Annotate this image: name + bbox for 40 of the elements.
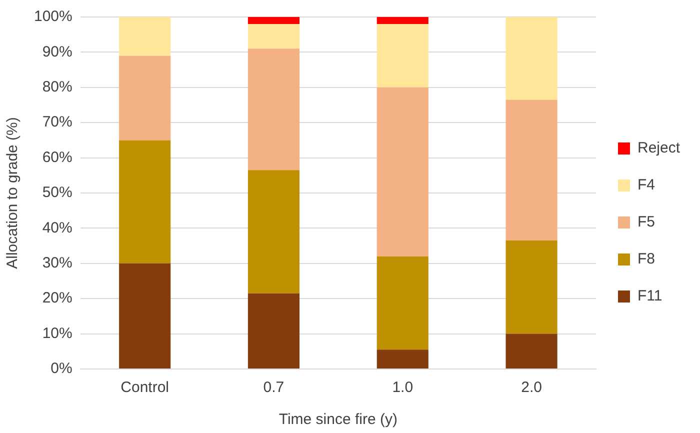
bar (248, 24, 300, 49)
bar (376, 256, 428, 350)
legend-label: Reject (637, 140, 681, 157)
legend-label: F5 (637, 214, 655, 231)
x-tick-label: Control (120, 379, 169, 396)
y-tick-label: 70% (42, 114, 72, 131)
bar (119, 56, 171, 140)
bar (506, 100, 558, 241)
y-tick-label: 10% (42, 324, 72, 342)
y-tick-label: 30% (42, 254, 72, 272)
bar (506, 240, 558, 334)
bar (376, 17, 428, 24)
bar (248, 293, 300, 368)
legend-label: F11 (637, 288, 662, 305)
y-tick-label: 0% (50, 360, 72, 378)
bar (376, 87, 428, 256)
bar (506, 17, 558, 100)
bar (376, 350, 428, 368)
bar (248, 170, 300, 294)
legend-label: F4 (637, 176, 655, 194)
y-tick-label: 40% (42, 219, 72, 236)
x-tick-label: 0.7 (263, 379, 284, 396)
y-axis-title: Allocation to grade (%) (4, 117, 22, 269)
y-tick-label: 90% (42, 43, 72, 60)
bar (376, 24, 428, 88)
bar (119, 17, 171, 56)
bar (506, 334, 558, 368)
x-axis-title: Time since fire (y) (278, 411, 398, 428)
y-tick-label: 100% (34, 8, 72, 26)
x-tick-label: 2.0 (521, 379, 542, 396)
x-tick-label: 1.0 (392, 379, 414, 396)
bar (119, 263, 171, 368)
y-tick-label: 50% (42, 184, 72, 202)
legend-label: F8 (637, 250, 655, 268)
y-tick-label: 20% (42, 290, 72, 307)
y-tick-label: 60% (42, 148, 72, 166)
y-tick-label: 80% (42, 78, 72, 96)
bar (248, 17, 300, 24)
bar (119, 140, 171, 264)
bar (248, 48, 300, 170)
